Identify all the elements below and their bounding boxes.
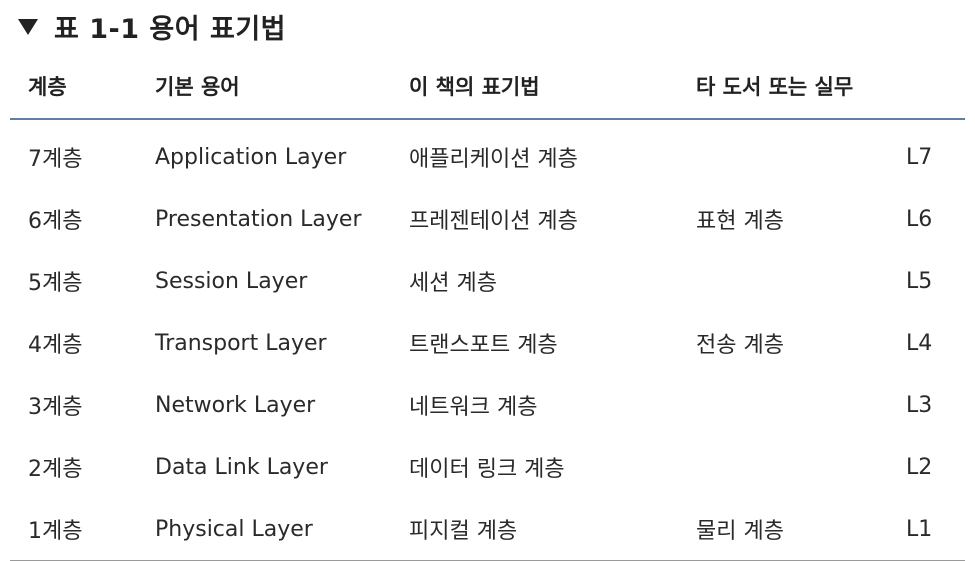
cell-book-notation: 데이터 링크 계층 [409,457,565,482]
table-header: 계층 기본 용어 이 책의 표기법 타 도서 또는 실무 [10,58,965,120]
table-row: 2계층 Data Link Layer 데이터 링크 계층 L2 [10,436,965,498]
table-title: 표 1-1 용어 표기법 [54,13,287,45]
cell-other-usage [696,250,906,312]
table-row: 4계층 Transport Layer 트랜스포트 계층 전송 계층 L4 [10,312,965,374]
cell-other-usage: 전송 계층 [696,333,784,358]
cell-book-notation: 네트워크 계층 [409,395,538,420]
header-row: 계층 기본 용어 이 책의 표기법 타 도서 또는 실무 [10,58,965,120]
table-row: 3계층 Network Layer 네트워크 계층 L3 [10,374,965,436]
cell-layer: 4계층 [28,333,83,358]
table-row: 6계층 Presentation Layer 프레젠테이션 계층 표현 계층 L… [10,188,965,250]
cell-basic-term: Physical Layer [155,498,409,561]
cell-basic-term: Presentation Layer [155,206,362,232]
cell-short: L2 [906,454,933,480]
cell-book-notation: 프레젠테이션 계층 [409,209,578,234]
cell-book-notation: 트랜스포트 계층 [409,333,558,358]
cell-other-usage: 물리 계층 [696,498,906,561]
cell-short: L1 [906,498,965,561]
header-book-notation: 이 책의 표기법 [409,58,696,120]
cell-basic-term: Transport Layer [155,330,327,356]
table-caption: 표 1-1 용어 표기법 [18,6,286,46]
header-short [906,58,965,120]
table-row: 1계층 Physical Layer 피지컬 계층 물리 계층 L1 [10,498,965,561]
cell-short: L5 [906,268,933,294]
table-row: 7계층 Application Layer 애플리케이션 계층 L7 [10,119,965,188]
cell-other-usage: 표현 계층 [696,209,784,234]
cell-layer: 5계층 [28,271,83,296]
cell-basic-term: Application Layer [155,144,347,170]
cell-layer: 3계층 [28,395,83,420]
cell-layer: 6계층 [28,209,83,234]
header-layer: 계층 [10,58,155,120]
cell-short: L3 [906,392,933,418]
cell-layer: 7계층 [28,147,83,172]
triangle-down-icon [18,19,38,35]
cell-book-notation: 피지컬 계층 [409,498,696,561]
table-row: 5계층 Session Layer 세션 계층 L5 [10,250,965,312]
terminology-table: 계층 기본 용어 이 책의 표기법 타 도서 또는 실무 7계층 Applica… [10,58,965,561]
header-basic-term: 기본 용어 [155,58,409,120]
cell-basic-term: Session Layer [155,268,308,294]
cell-layer: 1계층 [10,498,155,561]
cell-other-usage [696,436,906,498]
cell-book-notation: 애플리케이션 계층 [409,147,578,172]
cell-short: L7 [906,144,933,170]
cell-book-notation: 세션 계층 [409,271,497,296]
cell-basic-term: Data Link Layer [155,454,328,480]
cell-short: L4 [906,330,933,356]
cell-other-usage [696,374,906,436]
table-body: 7계층 Application Layer 애플리케이션 계층 L7 6계층 P… [10,119,965,561]
header-other-usage: 타 도서 또는 실무 [696,58,906,120]
cell-basic-term: Network Layer [155,392,316,418]
cell-layer: 2계층 [28,457,83,482]
cell-other-usage [696,119,906,188]
cell-short: L6 [906,206,933,232]
